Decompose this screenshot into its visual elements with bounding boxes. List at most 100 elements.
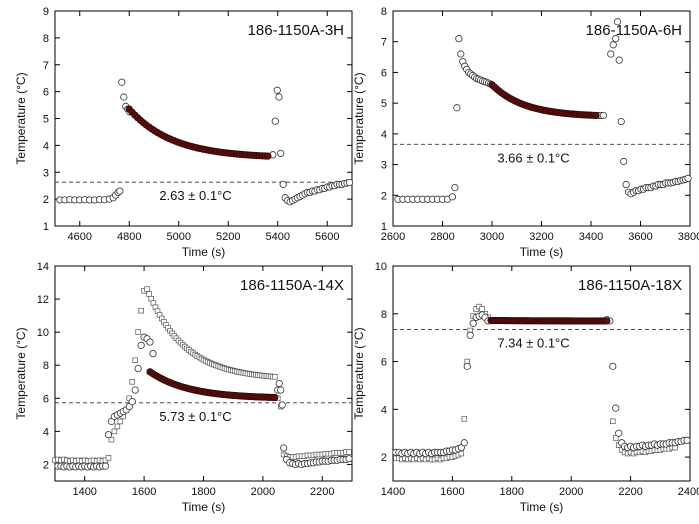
data-point-square [144,286,150,292]
data-point-square [610,418,616,425]
plot-frame [54,265,353,482]
x-tick-label: 1400 [381,486,405,498]
data-point-open [277,149,285,158]
data-point-open [104,431,113,439]
y-tick-label: 1 [381,221,387,233]
data-point-open [609,41,617,49]
panel-1: 4600 4800 5000 5200 5400 5600 1 2 3 4 5 6 7 8 9 Time (s… [14,6,354,259]
y-tick-label: 2 [381,190,387,202]
data-point-square [272,374,278,380]
plot-frame [392,10,691,227]
data-point-square [111,428,118,435]
y-tick-label: 4 [43,140,49,152]
x-tick-label: 2000 [251,486,275,498]
data-point-open [116,187,124,195]
x-axis-label: Time (s) [182,500,226,514]
y-axis-label: Temperature (°C) [352,72,366,164]
x-tick-label: 2200 [618,486,642,498]
data-point-open [131,386,139,394]
y-tick-label: 4 [381,404,387,416]
data-point-filled [271,393,279,402]
data-point-filled [264,152,272,160]
y-axis-label: Temperature (°C) [14,72,28,164]
y-tick-label: 5 [381,98,387,110]
y-tick-label: 6 [381,67,387,79]
data-point-open [615,56,623,64]
y-tick-label: 4 [381,129,387,141]
data-point-open [451,184,459,192]
x-tick-label: 4600 [68,231,92,243]
x-tick-label: 3800 [678,231,699,243]
x-tick-label: 3200 [529,231,553,243]
data-point-square [105,455,112,461]
data-point-open [612,35,620,43]
data-point-open [466,331,474,339]
data-point-open [271,117,279,125]
y-tick-label: 2 [43,194,49,206]
x-tick-label: 2400 [678,486,699,498]
data-point-square [117,418,124,425]
equilibrium-annotation: 2.63 ± 0.1°C [159,188,231,203]
data-point-open [620,157,628,166]
y-tick-label: 7 [43,60,49,72]
data-point-square [612,435,619,441]
data-point-open [455,35,463,43]
panel-2: 2600 2800 3000 3200 3400 3600 3800 1 2 3 4 5 6 7 8 Time… [352,6,699,259]
x-tick-label: 1800 [191,486,215,498]
equilibrium-annotation: 3.66 ± 0.1°C [497,150,569,165]
equilibrium-annotation: 7.34 ± 0.1°C [497,336,569,351]
data-point-open [280,444,288,452]
x-tick-label: 5200 [216,231,240,243]
data-point-open [146,338,154,346]
data-point-open [615,429,623,437]
data-point-open [101,462,110,470]
data-point-open [622,180,630,189]
x-tick-label: 1600 [440,486,464,498]
data-point-open [448,193,456,201]
equilibrium-annotation: 5.73 ± 0.1°C [159,409,231,424]
x-tick-label: 2800 [430,231,454,243]
data-point-open [128,398,136,406]
y-tick-label: 9 [43,6,49,18]
y-tick-label: 2 [381,452,387,464]
x-axis-label: Time (s) [182,245,226,259]
y-tick-label: 8 [381,6,387,18]
data-point-open [275,379,283,388]
x-tick-label: 5000 [167,231,191,243]
data-point-open [273,86,281,94]
y-tick-label: 3 [381,160,387,172]
data-point-open [453,104,461,112]
data-point-open [277,386,285,394]
data-point-open [457,50,465,58]
data-point-open [149,350,157,358]
y-tick-label: 8 [43,360,49,372]
data-point-square [461,416,468,422]
data-point-open [120,93,128,101]
data-point-open [134,364,142,373]
data-point-open [279,180,287,188]
data-point-open [469,319,477,327]
data-point-open [118,78,126,86]
panel-title: 186-1150A-3H [248,22,344,39]
data-point-square [129,379,135,385]
y-tick-label: 8 [43,33,49,45]
y-tick-label: 6 [43,393,49,405]
plot-frame [392,265,691,482]
data-point-open [275,93,283,101]
data-point-open [460,439,468,447]
data-point-square [114,423,121,430]
data-point-open [463,362,471,370]
data-point-square [132,357,138,364]
y-tick-label: 5 [43,114,49,126]
data-point-open [612,404,620,412]
data-point-square [108,436,115,443]
y-tick-label: 8 [381,309,387,321]
y-tick-label: 12 [37,294,49,306]
y-tick-label: 7 [381,37,387,49]
y-axis-label: Temperature (°C) [352,327,366,419]
data-point-open [607,50,615,58]
data-point-open [617,117,625,126]
data-point-open [345,455,353,463]
x-tick-label: 4800 [117,231,141,243]
